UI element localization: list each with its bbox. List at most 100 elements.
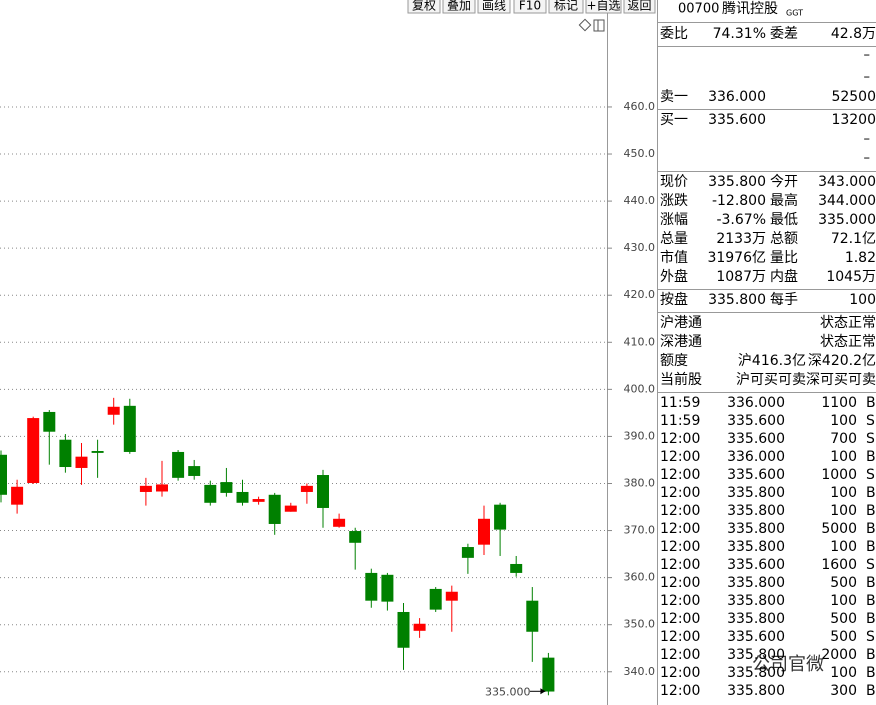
- panel-text: 335.600: [727, 629, 785, 645]
- panel-text: 卖一: [660, 89, 688, 105]
- panel-text: 335.800: [727, 503, 785, 519]
- panel-text: 335.800: [727, 611, 785, 627]
- toolbar-label[interactable]: 叠加: [447, 0, 471, 13]
- panel-text: 1600: [821, 557, 857, 573]
- panel-text: 12:00: [660, 467, 700, 483]
- panel-text: 500: [830, 611, 857, 627]
- y-tick-label: 440.0: [624, 194, 656, 207]
- panel-text: 内盘: [770, 268, 798, 285]
- watermark: 公司官微: [752, 654, 824, 675]
- panel-text: 11:59: [660, 395, 700, 411]
- panel-text: 腾讯控股: [722, 0, 778, 17]
- candle-body: [268, 494, 281, 524]
- y-tick-label: 400.0: [624, 382, 656, 395]
- toolbar-button[interactable]: [585, 0, 622, 14]
- panel-text: 2000: [821, 647, 857, 663]
- candle-body: [526, 600, 539, 632]
- panel-text: B: [866, 611, 876, 627]
- toolbar-button[interactable]: [477, 0, 511, 14]
- panel-text: 100: [830, 593, 857, 609]
- panel-text: –: [864, 132, 871, 147]
- panel-text: B: [866, 503, 876, 519]
- candle-body: [445, 591, 458, 601]
- toolbar-label[interactable]: 返回: [627, 0, 651, 13]
- panel-text: 12:00: [660, 503, 700, 519]
- toolbar-button[interactable]: [623, 0, 656, 14]
- toolbar-button[interactable]: [407, 0, 441, 14]
- panel-text: 每手: [770, 292, 798, 308]
- panel-text: –: [864, 48, 871, 63]
- candle-body: [397, 611, 410, 648]
- candle-body: [510, 563, 523, 573]
- toolbar-label[interactable]: +自选: [586, 0, 620, 13]
- panel-text: 13200: [831, 112, 876, 128]
- panel-text: 最低: [770, 212, 798, 228]
- candle-body: [381, 574, 394, 602]
- candle-body: [27, 418, 40, 484]
- panel-text: 335.800: [727, 593, 785, 609]
- panel-text: 500: [830, 629, 857, 645]
- panel-text: 1087万: [716, 269, 766, 285]
- panel-text: 100: [849, 292, 876, 308]
- panel-text: 12:00: [660, 593, 700, 609]
- toolbar-button[interactable]: [513, 0, 547, 14]
- panel-text: 当前股: [660, 371, 702, 388]
- panel-text: 深港通: [660, 334, 702, 350]
- panel-text: 74.31%: [713, 26, 766, 42]
- panel-text: 委比: [660, 26, 688, 42]
- panel-text: 100: [830, 665, 857, 681]
- candle-body: [220, 482, 233, 493]
- panel-text: 72.1亿: [831, 231, 876, 247]
- toolbar-button[interactable]: [442, 0, 476, 14]
- panel-text: 12:00: [660, 557, 700, 573]
- y-tick-label: 370.0: [624, 524, 656, 537]
- icon-window[interactable]: [593, 19, 605, 32]
- candle-body: [365, 572, 378, 601]
- candle-body: [494, 504, 507, 530]
- candle-body: [123, 405, 136, 452]
- candle-body: [252, 499, 265, 502]
- panel-text: 外盘: [660, 268, 688, 285]
- panel-text: 1000: [821, 467, 857, 483]
- panel-separators: [657, 22, 876, 393]
- panel-text: 沪416.3亿: [738, 353, 806, 369]
- candle-body: [317, 475, 329, 508]
- y-tick-label: 410.0: [624, 335, 656, 348]
- panel-text: S: [866, 629, 875, 645]
- candle-body: [284, 505, 297, 512]
- panel-text: 335.800: [727, 521, 785, 537]
- panel-text: 335.800: [708, 174, 766, 190]
- panel-text: 市值: [660, 249, 688, 266]
- panel-text: 总额: [770, 231, 798, 247]
- panel-text: 12:00: [660, 611, 700, 627]
- panel-text: 500: [830, 575, 857, 591]
- panel-text: B: [866, 683, 876, 699]
- panel-text: S: [866, 413, 875, 429]
- panel-text: 1100: [821, 395, 857, 411]
- candle-body: [204, 484, 217, 503]
- icon-diamond[interactable]: [578, 18, 592, 32]
- candles: [0, 397, 555, 696]
- panel-text: 335.600: [708, 112, 766, 128]
- low-marker-label: 335.000: [485, 685, 531, 698]
- toolbar-label[interactable]: 标记: [554, 0, 578, 13]
- panel-text: 12:00: [660, 683, 700, 699]
- panel-text: 335.800: [727, 575, 785, 591]
- panel-text: 335.800: [727, 683, 785, 699]
- panel-text: 深可买可卖: [806, 372, 876, 388]
- panel-text: 5000: [821, 521, 857, 537]
- panel-text: 100: [830, 539, 857, 555]
- panel-text: 335.800: [727, 647, 785, 663]
- panel-text: 12:00: [660, 539, 700, 555]
- y-tick-label: 420.0: [624, 288, 656, 301]
- panel-text: 现价: [660, 174, 688, 190]
- toolbar-label[interactable]: F10: [519, 0, 541, 13]
- panel-text: 12:00: [660, 629, 700, 645]
- candle-body: [107, 406, 120, 415]
- toolbar-button[interactable]: [548, 0, 584, 14]
- panel-text: 12:00: [660, 647, 700, 663]
- toolbar-label[interactable]: 画线: [482, 0, 506, 13]
- panel-text: 42.8万: [831, 26, 876, 42]
- toolbar-label[interactable]: 复权: [412, 0, 436, 13]
